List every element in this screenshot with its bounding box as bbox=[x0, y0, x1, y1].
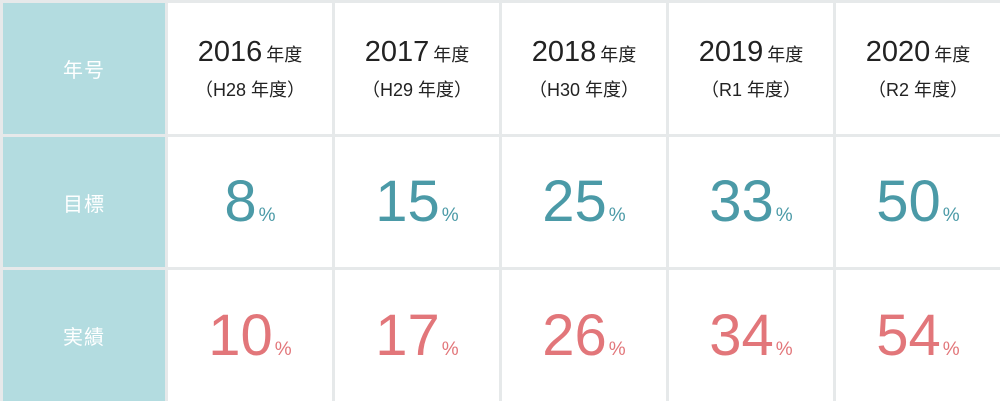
percent-sign: % bbox=[942, 205, 960, 226]
year-suffix: 年度 bbox=[934, 45, 971, 65]
year-number: 2020 bbox=[865, 36, 931, 68]
row-header-target: 目標 bbox=[3, 137, 165, 267]
era-label: （H29 年度） bbox=[361, 80, 473, 100]
year-number: 2016 bbox=[197, 36, 263, 68]
era-label: （H30 年度） bbox=[528, 80, 640, 100]
year-number: 2018 bbox=[531, 36, 597, 68]
actual-value: 10 bbox=[208, 302, 273, 368]
target-value: 8 bbox=[224, 169, 257, 234]
target-value: 33 bbox=[709, 169, 774, 234]
percent-sign: % bbox=[608, 205, 626, 226]
year-header-2019: 2019 年度 （R1 年度） bbox=[669, 3, 833, 134]
actual-value: 54 bbox=[876, 302, 941, 368]
year-header-2020: 2020 年度 （R2 年度） bbox=[836, 3, 1000, 134]
percent-sign: % bbox=[258, 205, 276, 226]
actual-value: 17 bbox=[375, 302, 440, 368]
year-header-2016: 2016 年度 （H28 年度） bbox=[168, 3, 332, 134]
actual-cell-2016: 10 % bbox=[168, 270, 332, 401]
year-suffix: 年度 bbox=[767, 45, 804, 65]
year-suffix: 年度 bbox=[600, 45, 637, 65]
percent-sign: % bbox=[441, 205, 459, 226]
era-label: （R1 年度） bbox=[700, 80, 801, 100]
era-label: （R2 年度） bbox=[867, 80, 968, 100]
actual-cell-2019: 34 % bbox=[669, 270, 833, 401]
percent-sign: % bbox=[942, 338, 960, 360]
target-cell-2020: 50 % bbox=[836, 137, 1000, 267]
row-header-actual-label: 実績 bbox=[63, 327, 105, 349]
percent-sign: % bbox=[608, 338, 626, 360]
actual-value: 34 bbox=[709, 302, 774, 368]
row-header-year: 年号 bbox=[3, 3, 165, 134]
target-value: 15 bbox=[375, 169, 440, 234]
row-header-actual: 実績 bbox=[3, 270, 165, 401]
year-header-2017: 2017 年度 （H29 年度） bbox=[335, 3, 499, 134]
actual-cell-2020: 54 % bbox=[836, 270, 1000, 401]
percent-sign: % bbox=[775, 338, 793, 360]
target-cell-2019: 33 % bbox=[669, 137, 833, 267]
year-header-2018: 2018 年度 （H30 年度） bbox=[502, 3, 666, 134]
target-value: 25 bbox=[542, 169, 607, 234]
row-header-year-label: 年号 bbox=[63, 60, 105, 82]
actual-cell-2017: 17 % bbox=[335, 270, 499, 401]
year-suffix: 年度 bbox=[266, 45, 303, 65]
target-cell-2017: 15 % bbox=[335, 137, 499, 267]
year-number: 2017 bbox=[364, 36, 430, 68]
target-cell-2018: 25 % bbox=[502, 137, 666, 267]
percent-sign: % bbox=[775, 205, 793, 226]
target-cell-2016: 8 % bbox=[168, 137, 332, 267]
actual-value: 26 bbox=[542, 302, 607, 368]
percent-sign: % bbox=[274, 338, 292, 360]
year-number: 2019 bbox=[698, 36, 764, 68]
era-label: （H28 年度） bbox=[194, 80, 306, 100]
actual-cell-2018: 26 % bbox=[502, 270, 666, 401]
target-value: 50 bbox=[876, 169, 941, 234]
year-suffix: 年度 bbox=[433, 45, 470, 65]
row-header-target-label: 目標 bbox=[63, 193, 105, 216]
percent-sign: % bbox=[441, 338, 459, 360]
